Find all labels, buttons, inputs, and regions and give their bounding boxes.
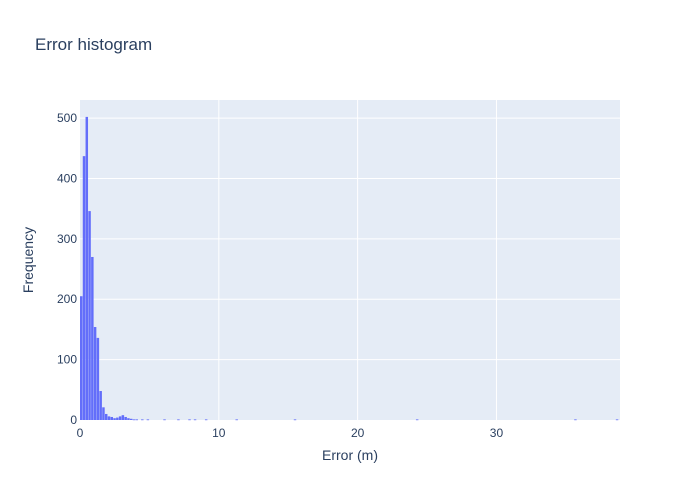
y-tick-label: 200 [57,292,77,306]
histogram-bar [85,116,89,420]
histogram-bar [615,419,619,421]
grid-lines [80,100,620,420]
histogram-bar [415,419,419,421]
plot-area [80,100,620,420]
y-tick-label: 300 [57,232,77,246]
y-tick-label: 500 [57,111,77,125]
chart-title: Error histogram [35,35,152,54]
histogram-bar [204,419,208,421]
histogram-bar [80,296,83,420]
histogram-bar [124,416,127,420]
histogram-bar [141,419,144,421]
histogram-bar [146,419,150,421]
x-tick-label: 10 [212,426,226,440]
histogram-bar [188,419,191,421]
histogram-bar [88,211,91,420]
histogram-bar [574,419,577,421]
y-tick-label: 400 [57,171,77,185]
y-tick-label: 100 [57,353,77,367]
histogram-bar [82,156,86,420]
histogram-bar [118,416,122,420]
x-axis-title: Error (m) [322,447,378,463]
histogram-bars [80,116,619,421]
y-axis-title: Frequency [20,227,36,293]
histogram-bar [113,418,116,420]
histogram-bar [96,337,100,420]
histogram-bar [132,419,136,421]
y-axis-ticks: 0 100 200 300 400 500 [57,111,77,427]
x-tick-label: 20 [351,426,365,440]
histogram-bar [91,256,94,420]
histogram-bar [127,418,130,420]
x-tick-label: 30 [490,426,504,440]
histogram-bar [110,416,114,420]
histogram-bar [235,419,238,421]
histogram-bar [104,413,108,420]
x-tick-label: 0 [77,426,84,440]
histogram-bar [116,417,119,420]
histogram-bar [107,416,111,420]
y-tick-label: 0 [70,413,77,427]
x-axis-ticks: 0 10 20 30 [77,426,504,440]
histogram-bar [99,391,102,420]
histogram-bar [293,419,297,421]
histogram-bar [193,419,197,421]
histogram-bar [135,419,139,421]
histogram-bar [163,419,166,421]
histogram-bar [93,327,97,420]
histogram-bar [129,418,133,420]
histogram-bar [177,419,180,421]
histogram-bar [121,415,125,420]
histogram-bar [102,407,105,420]
